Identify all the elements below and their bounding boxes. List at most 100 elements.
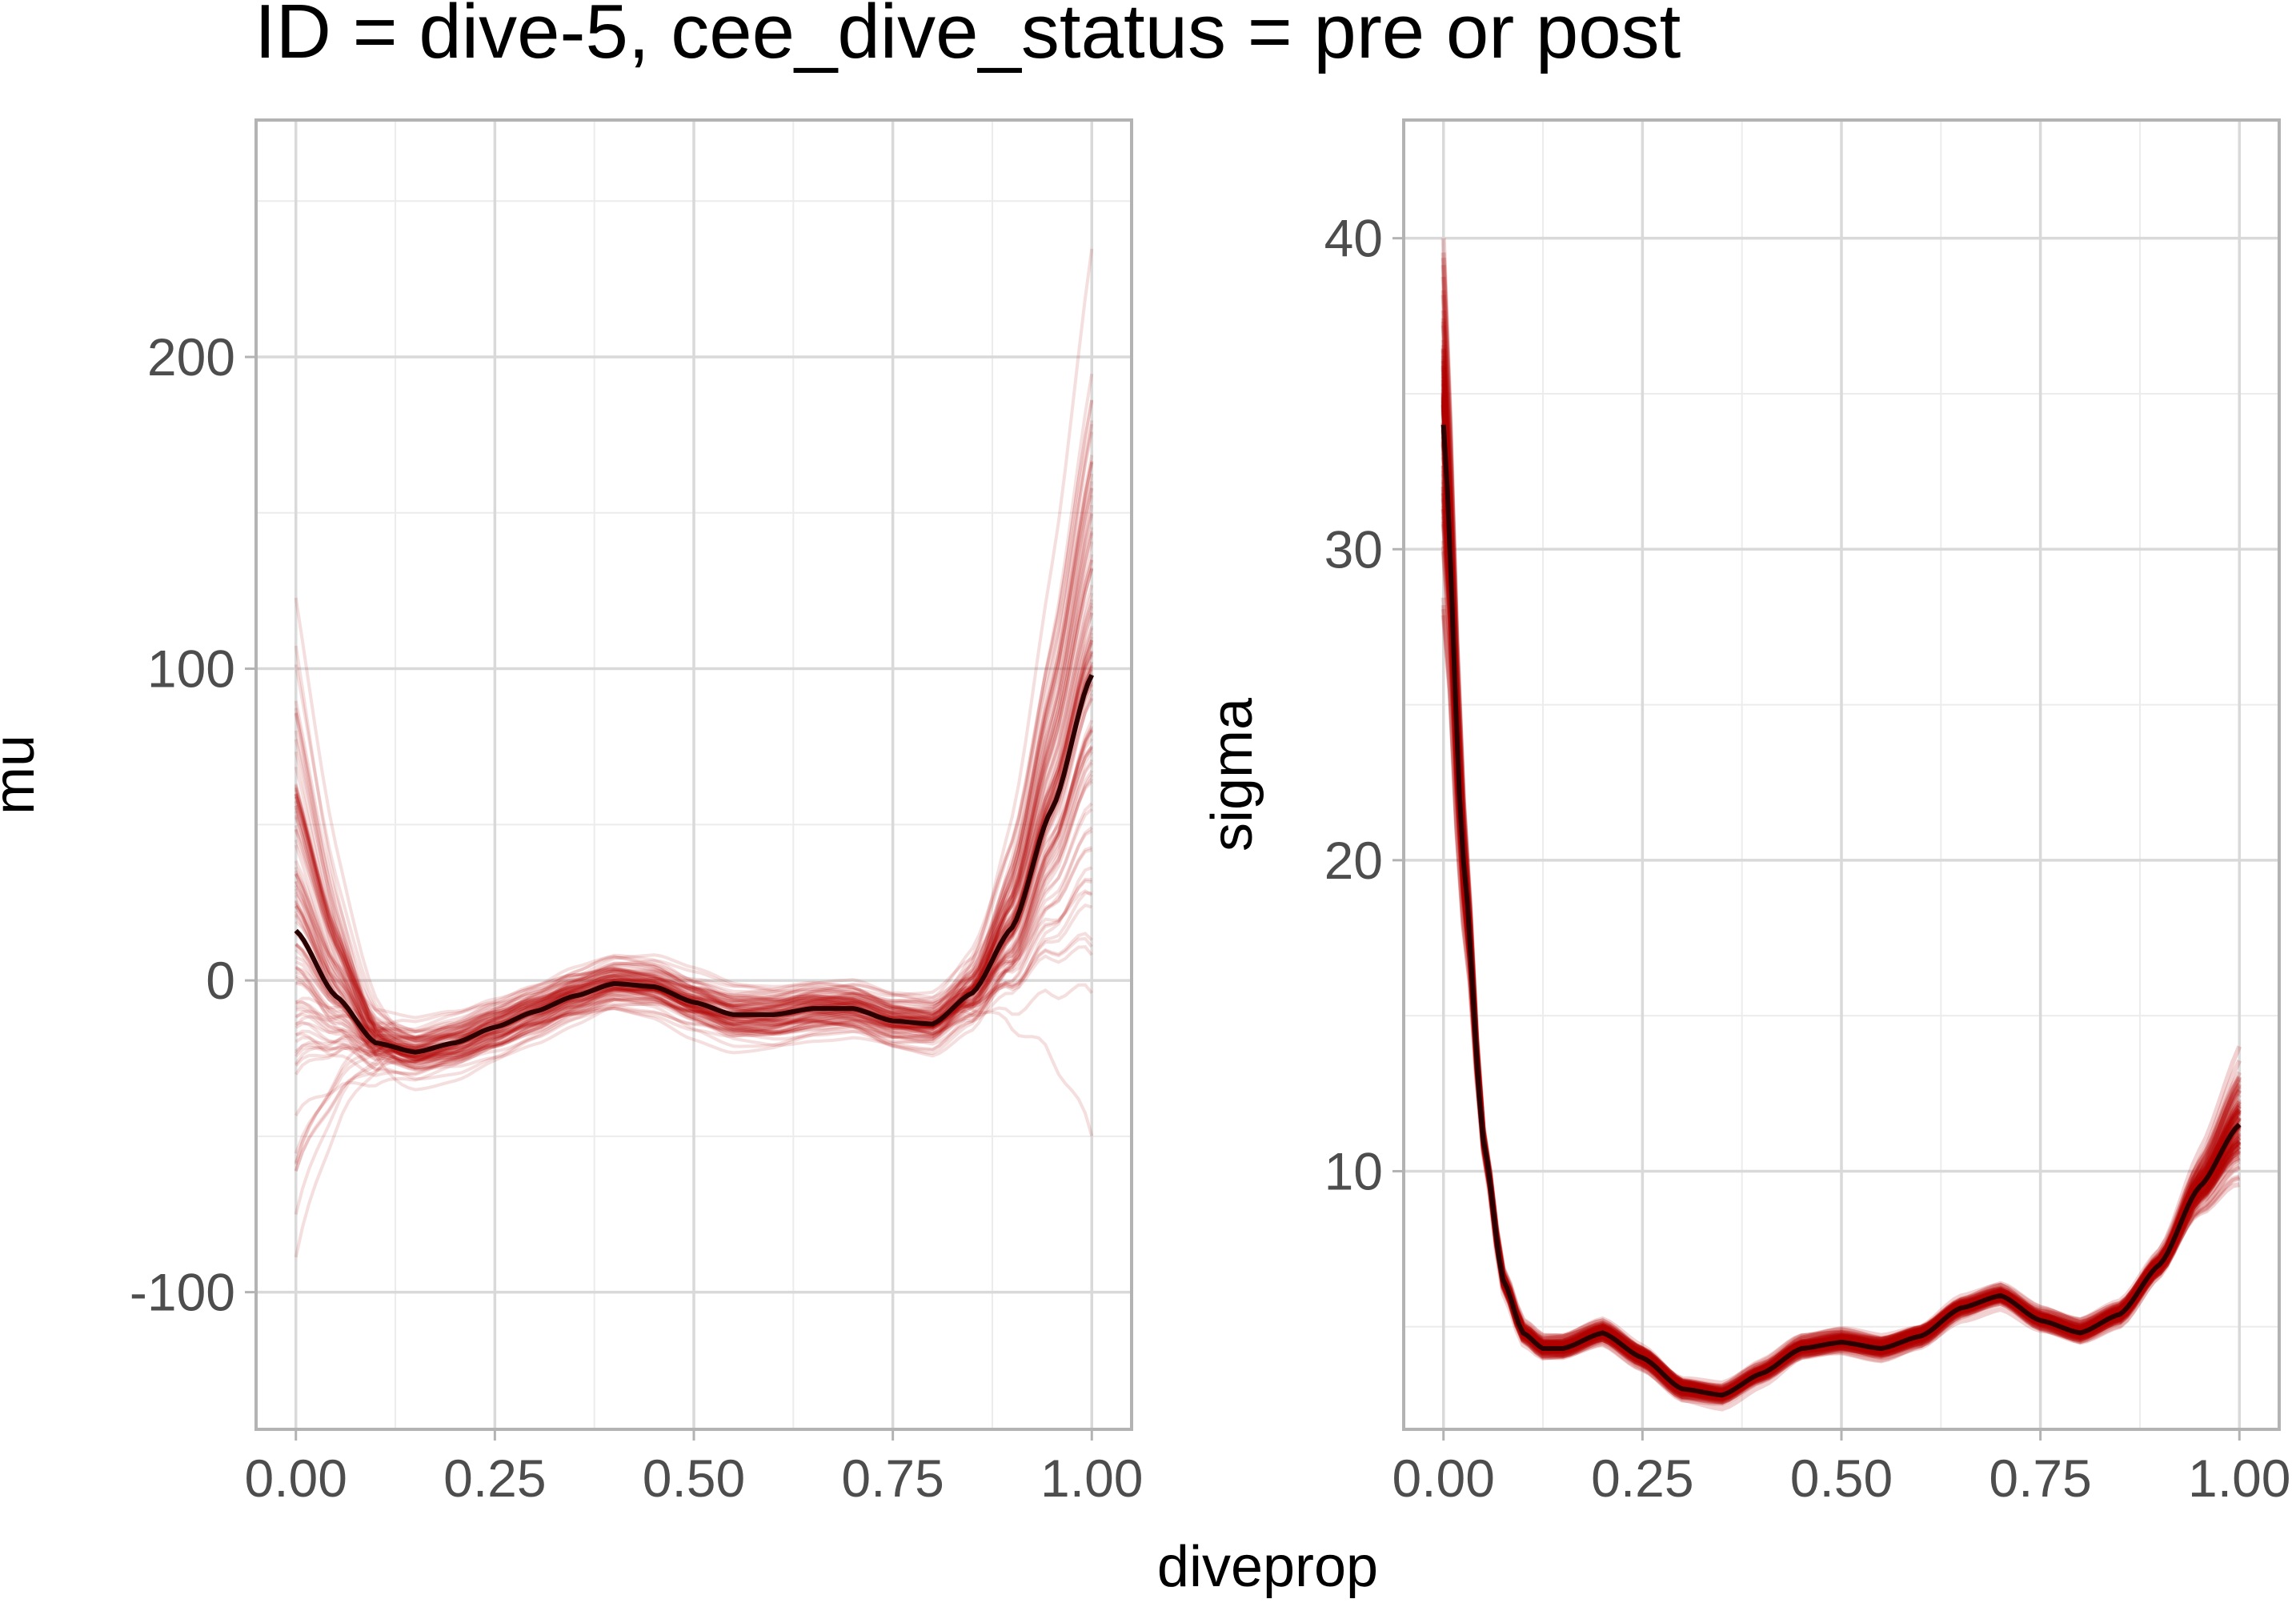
mu-posterior-draw-line <box>294 455 1094 1064</box>
mu-x-tick-label: 0.75 <box>841 1449 944 1508</box>
mu-y-tick-label: 200 <box>147 327 235 387</box>
mu-posterior-draw-line <box>294 627 1094 1172</box>
sigma-posterior-draw-line <box>1441 465 2242 1386</box>
sigma-posterior-draw-line <box>1441 481 2242 1401</box>
mu-posterior-draw-line <box>294 870 1092 1042</box>
mu-posterior-draw-line <box>294 567 1094 1040</box>
sigma-posterior-draw-line <box>1441 453 2242 1391</box>
sigma-axis-label: sigma <box>1200 697 1264 852</box>
sigma-posterior-draw-line <box>1441 442 2242 1393</box>
sigma-posterior-draw-line <box>1441 318 2242 1389</box>
mu-posterior-draw-line <box>294 814 1093 1070</box>
sigma-posterior-draw-line <box>1441 405 2242 1395</box>
mu-posterior-draw-line <box>294 688 1094 1064</box>
mu-posterior-draw-line <box>294 645 1092 1059</box>
mu-posterior-draw-line <box>295 729 1094 1116</box>
mu-posterior-draw-line <box>294 668 1094 1050</box>
mu-posterior-draw-line <box>294 651 1094 1040</box>
sigma-posterior-draw-line <box>1441 486 2242 1393</box>
mu-posterior-draw-line <box>294 773 1094 1072</box>
mu-posterior-draw-line <box>294 728 1094 1058</box>
mu-posterior-draw-line <box>294 559 1094 1033</box>
sigma-posterior-draw-line <box>1441 396 2242 1397</box>
sigma-posterior-draw-line <box>1441 436 2242 1400</box>
sigma-posterior-draw-line <box>1441 393 2242 1403</box>
sigma-posterior-draw-line <box>1441 399 2242 1402</box>
mu-posterior-draw-line <box>294 804 1093 1034</box>
mu-posterior-draw-line <box>294 707 1094 1070</box>
mu-posterior-draw-line <box>294 481 1094 1041</box>
chart-title: ID = dive-5, cee_dive_status = pre or po… <box>254 0 1681 74</box>
mu-posterior-draw-line <box>295 769 1093 1061</box>
mu-x-tick-label: 1.00 <box>1040 1449 1143 1508</box>
mu-posterior-draw-line <box>295 698 1094 1050</box>
mu-posterior-draw-line <box>295 527 1094 1054</box>
mu-posterior-draw-line <box>294 945 1093 1172</box>
sigma-posterior-draw-line <box>1441 523 2242 1395</box>
mu-posterior-draw-line <box>294 693 1094 1092</box>
sigma-posterior-draw-line <box>1441 355 2242 1397</box>
x-axis-label: diveprop <box>1157 1535 1378 1599</box>
sigma-posterior-draw-line <box>1441 373 2242 1397</box>
sigma-mean-curve <box>1441 424 2242 1398</box>
mu-posterior-draw-line <box>294 667 1094 1064</box>
mu-mean-curve <box>294 674 1095 1055</box>
sigma-posterior-draw-line <box>1441 505 2242 1397</box>
sigma-x-tick-label: 0.00 <box>1392 1449 1494 1508</box>
sigma-posterior-draw-line <box>1441 489 2242 1397</box>
mu-posterior-draw-line <box>295 932 1093 1049</box>
mu-posterior-draw-line <box>294 880 1094 1137</box>
mu-posterior-draw-line <box>294 651 1094 1155</box>
mu-posterior-draw-line <box>294 461 1094 1048</box>
sigma-x-tick-label: 0.50 <box>1790 1449 1893 1508</box>
mu-x-tick-label: 0.25 <box>443 1449 546 1508</box>
mu-posterior-draw-line <box>295 727 1094 1062</box>
mu-posterior-draw-line <box>295 777 1093 1076</box>
sigma-posterior-draw-line <box>1441 470 2242 1406</box>
sigma-posterior-draw-line <box>1441 615 2242 1400</box>
mu-posterior-draw-line <box>294 541 1094 1063</box>
mu-posterior-draw-line <box>295 719 1094 1081</box>
mu-posterior-draw-line <box>295 696 1094 1065</box>
mu-ticks: 0.00 0.25 0.50 0.75 1.00 -100 0 100 200 <box>130 327 1144 1508</box>
mu-posterior-draw-line <box>294 672 1094 1070</box>
mu-posterior-draw-line <box>295 632 1094 1072</box>
sigma-posterior-draw-line <box>1441 404 2242 1394</box>
sigma-posterior-draw-line <box>1441 238 2241 1401</box>
sigma-posterior-draw-line <box>1441 426 2242 1397</box>
mu-mean-curve-group <box>294 674 1095 1055</box>
mu-posterior-draw-line <box>295 746 1093 1034</box>
sigma-posterior-draw-line <box>1441 391 2242 1395</box>
mu-posterior-draw-line <box>294 737 1093 1044</box>
mu-posterior-draw-line <box>295 802 1093 1059</box>
sigma-posterior-draw-line <box>1441 379 2242 1397</box>
mu-posterior-draw-line <box>295 460 1094 1044</box>
sigma-posterior-draw-line <box>1441 345 2242 1399</box>
sigma-posterior-draw-line <box>1441 403 2242 1401</box>
mu-posterior-draw-line <box>295 639 1094 1062</box>
mu-panel: 0.00 0.25 0.50 0.75 1.00 -100 0 100 200 <box>130 118 1144 1508</box>
sigma-posterior-draw-line <box>1441 410 2241 1402</box>
sigma-posterior-draw-line <box>1441 265 2240 1396</box>
sigma-posterior-draw-line <box>1441 384 2242 1401</box>
mu-panel-border <box>254 118 1133 1431</box>
mu-posterior-draw-line <box>295 399 1094 1040</box>
sigma-posterior-draw-line <box>1441 493 2242 1396</box>
sigma-posterior-draw-line <box>1441 430 2242 1399</box>
sigma-x-tick-label: 0.25 <box>1591 1449 1693 1508</box>
mu-posterior-draw-line <box>294 744 1094 1061</box>
mu-axis-label: mu <box>0 735 46 815</box>
mu-x-tick-label: 0.00 <box>244 1449 347 1508</box>
mu-grid <box>256 120 1132 1429</box>
sigma-ticks: 0.00 0.25 0.50 0.75 1.00 10 20 30 40 <box>1324 209 2291 1508</box>
mu-posterior-draw-line <box>295 654 1094 1020</box>
mu-posterior-draw-line <box>295 683 1094 1059</box>
mu-posterior-draw-line <box>295 652 1094 1067</box>
mu-posterior-draw-line <box>295 554 1094 1038</box>
mu-posterior-draw-line <box>294 399 1094 1034</box>
mu-posterior-draw-line <box>294 662 1094 1040</box>
mu-y-tick-label: 0 <box>206 951 235 1010</box>
mu-posterior-draw-line <box>294 751 1094 1060</box>
mu-posterior-draw-line <box>294 872 1092 1064</box>
